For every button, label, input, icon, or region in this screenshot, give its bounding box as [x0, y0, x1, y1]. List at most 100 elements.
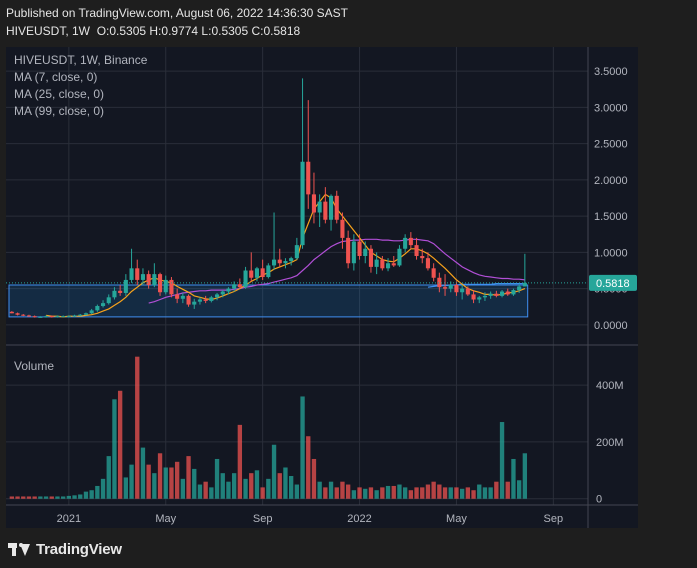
volume-bar [146, 464, 151, 499]
candle-body [100, 303, 106, 307]
volume-bar [431, 481, 436, 499]
candle-body [448, 285, 453, 289]
volume-bar [311, 458, 317, 499]
candle-body [197, 299, 203, 302]
candle-body [140, 274, 146, 280]
candle-body [385, 263, 391, 269]
volume-bar [140, 447, 146, 499]
time-tick-label: Sep [253, 513, 273, 525]
volume-bar [306, 436, 311, 499]
volume-bar [340, 481, 345, 499]
candle-body [232, 284, 237, 289]
volume-bar [38, 496, 43, 499]
support-zone-rect [8, 284, 529, 318]
volume-bar [465, 487, 471, 499]
volume-bar [123, 477, 129, 499]
legend-ma25[interactable]: MA (25, close, 0) [14, 87, 105, 101]
candle-body [209, 297, 214, 301]
price-tick-label: 0.0000 [594, 320, 628, 332]
candle-body [106, 297, 111, 304]
candle-body [517, 286, 522, 291]
candle-body [425, 258, 431, 269]
volume-bar [95, 485, 100, 499]
candle-body [477, 297, 482, 300]
volume-bar [243, 478, 248, 499]
volume-bar [192, 468, 197, 499]
candle-body [442, 287, 448, 289]
candle-body [72, 315, 77, 317]
chart-frame[interactable]: 0.00000.50001.00001.50002.00002.50003.00… [6, 47, 638, 528]
volume-bar [26, 496, 32, 499]
volume-bar [163, 467, 168, 499]
candle-body [9, 311, 14, 314]
time-tick-label: Sep [544, 513, 564, 525]
volume-bar [397, 484, 402, 499]
volume-bar [100, 478, 106, 499]
volume-bar [66, 495, 72, 499]
candle-body [163, 279, 168, 293]
publish-header: Published on TradingView.com, August 06,… [6, 4, 348, 40]
volume-bar [522, 453, 528, 499]
ohlc-values: O:0.5305 H:0.9774 L:0.5305 C:0.5818 [96, 24, 301, 38]
volume-bar [425, 484, 431, 499]
candle-body [505, 291, 510, 295]
volume-bar [21, 496, 26, 499]
time-tick-label: May [155, 513, 176, 525]
candle-body [95, 306, 100, 311]
time-tick-label: 2022 [347, 513, 371, 525]
volume-bar [414, 487, 419, 499]
legend-volume[interactable]: Volume [14, 359, 55, 373]
candle-body [363, 248, 368, 256]
candle-body [431, 268, 436, 278]
tradingview-logo-icon [8, 542, 30, 557]
candle-body [334, 195, 339, 220]
volume-bar [157, 453, 163, 499]
volume-bar [488, 487, 493, 499]
last-price-label: 0.5818 [596, 278, 630, 290]
candle-body [152, 274, 157, 285]
volume-bar [448, 487, 453, 499]
volume-bar [112, 399, 117, 499]
candle-body [169, 279, 174, 295]
time-tick-label: 2021 [57, 513, 81, 525]
volume-bar [180, 478, 186, 499]
volume-bar [214, 458, 220, 499]
candle-body [294, 245, 299, 259]
volume-bar [55, 496, 60, 499]
time-tick-label: May [446, 513, 467, 525]
candle-body [351, 241, 356, 264]
candle-body [482, 295, 488, 298]
volume-bar [437, 484, 442, 499]
volume-bar [117, 390, 123, 499]
volume-bar [380, 487, 385, 499]
symbol-ohlc-line: HIVEUSDT, 1W O:0.5305 H:0.9774 L:0.5305 … [6, 22, 348, 40]
price-tick-label: 3.5000 [594, 66, 628, 78]
volume-bar [494, 481, 499, 499]
candle-body [135, 268, 140, 280]
candle-body [220, 291, 225, 295]
volume-bar [254, 470, 260, 499]
candle-body [323, 201, 328, 220]
candle-body [277, 259, 282, 264]
ma99-line [427, 283, 525, 288]
chart-svg[interactable]: 0.00000.50001.00001.50002.00002.50003.00… [6, 47, 638, 528]
brand-name: TradingView [36, 541, 122, 558]
candle-body [203, 299, 208, 301]
candle-body [460, 288, 465, 293]
candle-body [43, 316, 49, 318]
volume-bar [402, 487, 408, 499]
legend-ma99[interactable]: MA (99, close, 0) [14, 104, 105, 118]
volume-bar [363, 488, 368, 499]
candle-body [123, 279, 128, 293]
candle-body [437, 277, 442, 288]
legend-ma7[interactable]: MA (7, close, 0) [14, 70, 98, 84]
ma25-line [148, 238, 525, 304]
tradingview-footer[interactable]: TradingView [8, 541, 122, 558]
candle-body [89, 310, 94, 314]
last-price-badge [589, 274, 637, 291]
candle-body [408, 237, 413, 246]
candle-body [78, 314, 83, 316]
volume-bar [72, 495, 77, 499]
candle-body [180, 295, 185, 299]
candle-body [192, 301, 197, 305]
